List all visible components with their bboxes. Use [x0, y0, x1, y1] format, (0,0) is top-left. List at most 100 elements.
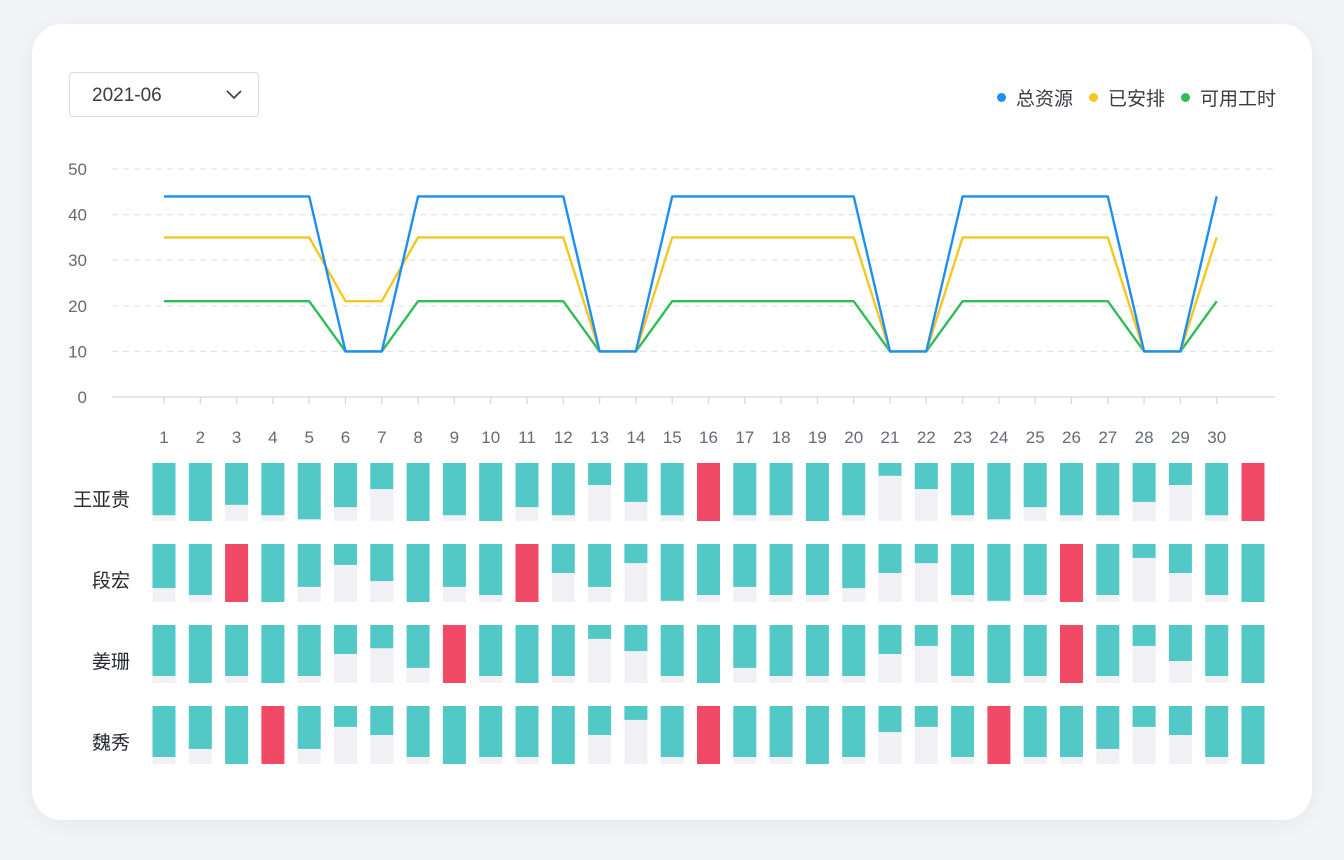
load-bar-r2-d20: [842, 544, 866, 589]
load-bar-r3-d7: [370, 625, 394, 649]
load-bar-r1-d25: [1023, 463, 1047, 508]
load-bar-r2-d17: [733, 544, 757, 587]
x-tick-label-27: 27: [1098, 428, 1117, 447]
load-bar-r1-d29: [1168, 463, 1192, 485]
load-bar-r2-d31: [1241, 544, 1265, 602]
load-bar-r3-d14: [624, 625, 648, 652]
legend-label-scheduled: 已安排: [1107, 87, 1165, 110]
load-bar-r1-d15: [660, 463, 684, 516]
x-tick-label-25: 25: [1026, 428, 1045, 447]
legend-label-available: 可用工时: [1199, 87, 1276, 110]
x-tick-label-15: 15: [663, 428, 682, 447]
load-bar-r1-d9: [442, 463, 466, 516]
load-bar-r1-d1: [152, 463, 176, 516]
load-bar-r1-d21: [878, 463, 902, 476]
load-bar-r1-d8: [406, 463, 430, 521]
load-bar-r2-d29: [1168, 544, 1192, 573]
load-bar-r4-d18: [769, 706, 793, 757]
load-bar-r3-d3: [225, 625, 249, 676]
load-bar-r4-d7: [370, 706, 394, 735]
load-bar-r3-d10: [479, 625, 503, 676]
legend-item-available[interactable]: 可用工时: [1180, 84, 1276, 111]
row-label-person-1: 王亚贵: [72, 489, 130, 511]
load-bar-r4-d2: [188, 706, 212, 749]
load-bar-r4-d1: [152, 706, 176, 757]
x-tick-label-4: 4: [268, 428, 277, 447]
overload-bar-r1-d16: [697, 463, 720, 521]
legend-dot-total: [996, 92, 1006, 102]
load-bar-r1-d6: [334, 463, 357, 508]
load-bar-r3-d29: [1168, 625, 1192, 661]
load-bar-r3-d12: [551, 625, 575, 676]
load-bar-r3-d18: [769, 625, 793, 676]
load-bar-r2-d25: [1023, 544, 1047, 595]
chart-card: [32, 24, 1312, 820]
load-bar-r1-d12: [551, 463, 575, 516]
x-tick-label-21: 21: [881, 428, 900, 447]
load-bar-r4-d12: [551, 706, 575, 764]
load-bar-r4-d14: [624, 706, 648, 720]
load-bar-r1-d17: [733, 463, 757, 516]
chevron-down-icon: [226, 90, 242, 100]
load-bar-r3-d1: [152, 625, 176, 676]
x-tick-label-20: 20: [844, 428, 863, 447]
load-bar-r4-d22: [914, 706, 938, 727]
x-tick-label-22: 22: [917, 428, 936, 447]
load-bar-r3-d20: [842, 625, 866, 676]
load-bar-r1-d4: [261, 463, 285, 516]
load-bar-r4-d6: [334, 706, 357, 727]
load-bar-r2-d6: [334, 544, 357, 565]
x-tick-label-11: 11: [518, 428, 536, 447]
legend-item-total[interactable]: 总资源: [996, 84, 1073, 111]
x-tick-label-18: 18: [772, 428, 791, 447]
x-tick-label-29: 29: [1171, 428, 1190, 447]
y-tick-label-50: 50: [68, 160, 87, 179]
load-bar-r3-d17: [733, 625, 757, 668]
load-bar-r3-d30: [1205, 625, 1229, 676]
load-bar-r1-d2: [188, 463, 212, 521]
load-bar-r1-d18: [769, 463, 793, 516]
load-bar-r3-d31: [1241, 625, 1265, 683]
load-bar-r1-d30: [1205, 463, 1229, 516]
series-line-1: [164, 195, 1218, 353]
load-bar-r2-d13: [588, 544, 612, 587]
load-bar-r1-d28: [1132, 463, 1156, 502]
load-bar-r1-d22: [914, 463, 938, 490]
series-line-2: [164, 236, 1218, 353]
bar-bg-r1-d21: [878, 463, 902, 521]
load-bar-r3-d6: [334, 625, 357, 654]
load-bar-r4-d31: [1241, 706, 1265, 764]
month-select[interactable]: 2021-06: [69, 72, 259, 117]
x-tick-label-7: 7: [377, 428, 386, 447]
x-tick-label-13: 13: [590, 428, 609, 447]
load-bar-r3-d8: [406, 625, 430, 668]
load-bar-r4-d10: [479, 706, 503, 757]
load-bar-r3-d25: [1023, 625, 1047, 676]
load-bar-r1-d27: [1096, 463, 1120, 516]
load-bar-r3-d11: [515, 625, 539, 683]
load-bar-r2-d23: [951, 544, 975, 595]
load-bar-r4-d13: [588, 706, 612, 735]
x-tick-label-2: 2: [196, 428, 205, 447]
load-bar-r4-d8: [406, 706, 430, 757]
row-label-person-4: 魏秀: [91, 732, 130, 754]
bar-bg-r3-d13: [588, 625, 612, 683]
load-bar-r2-d28: [1132, 544, 1156, 558]
load-bar-r1-d13: [588, 463, 612, 485]
load-bar-r4-d5: [297, 706, 321, 749]
x-tick-label-26: 26: [1062, 428, 1081, 447]
overload-bar-r4-d24: [987, 706, 1011, 764]
load-bar-r4-d21: [878, 706, 902, 733]
bar-bg-r2-d28: [1132, 544, 1156, 602]
load-bar-r1-d3: [225, 463, 249, 505]
overload-bar-r2-d11: [515, 544, 539, 602]
y-tick-label-20: 20: [68, 297, 87, 316]
load-bar-r3-d24: [987, 625, 1011, 683]
load-bar-r3-d22: [914, 625, 938, 646]
load-bar-r3-d23: [951, 625, 975, 676]
y-tick-label-40: 40: [68, 206, 87, 225]
x-tick-label-28: 28: [1135, 428, 1154, 447]
load-bar-r2-d18: [769, 544, 793, 595]
legend-item-scheduled[interactable]: 已安排: [1088, 84, 1165, 111]
